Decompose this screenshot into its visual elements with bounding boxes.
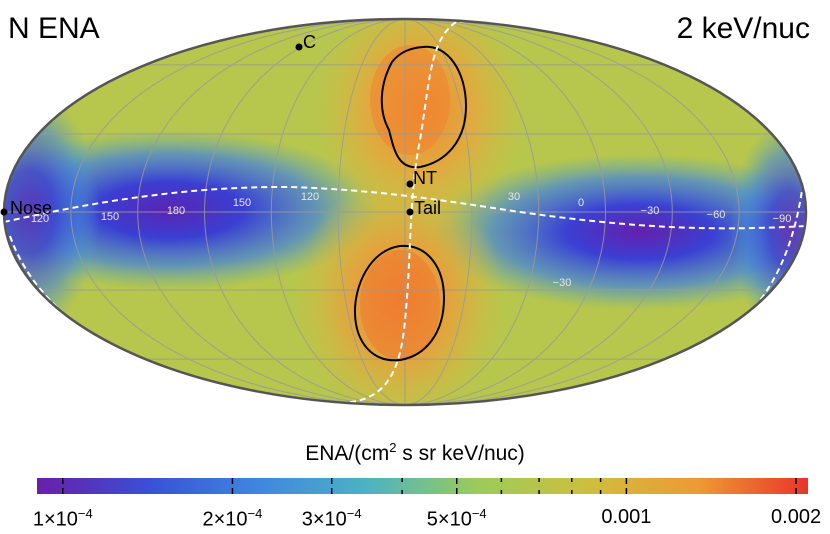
colorbar-tick-label: 2×10−4: [202, 506, 263, 531]
colorbar: [37, 478, 808, 494]
longitude-labels: 120 150 180 150 120 30 0 −30 −60 −90 −30: [31, 191, 792, 289]
map-title: N ENA: [8, 12, 100, 45]
contour-south: [353, 244, 446, 362]
lon-label: 150: [101, 211, 119, 223]
colorbar-tick-label: 3×10−4: [301, 506, 362, 531]
tail-label: Tail: [414, 198, 441, 218]
c-label: C: [303, 32, 316, 52]
lon-label: 30: [508, 191, 520, 203]
colorbar-tick-label: 0.001: [601, 506, 652, 528]
c-marker: [295, 43, 303, 51]
colorbar-tick-label: 1×10−4: [32, 506, 93, 531]
energy-label: 2 keV/nuc: [676, 12, 810, 45]
lon-label: 180: [167, 205, 185, 217]
colorbar-tick-label: 5×10−4: [426, 506, 487, 531]
point-markers: Nose C NT Tail: [0, 32, 441, 218]
sky-map-fill: [4, 19, 806, 405]
colorbar-title: ENA/(cm2 s sr keV/nuc): [305, 440, 525, 465]
lon-label: −90: [773, 213, 792, 225]
nt-label: NT: [413, 168, 437, 188]
nose-marker: [0, 208, 8, 216]
tail-marker: [406, 208, 414, 216]
lon-label: 150: [233, 197, 251, 209]
contour-north: [380, 45, 468, 169]
dashed-equator-curve: [4, 185, 806, 230]
lon-label: 120: [301, 191, 319, 203]
nt-marker: [406, 180, 414, 188]
lon-label: 120: [31, 213, 49, 225]
lon-label: 0: [578, 197, 584, 209]
lat-label: −30: [553, 277, 572, 289]
colorbar-tick-label: 0.002: [771, 506, 822, 528]
colorbar-ticks: [62, 478, 797, 494]
nose-label: Nose: [10, 198, 52, 218]
lon-label: −60: [707, 209, 726, 221]
lon-label: −30: [641, 205, 660, 217]
